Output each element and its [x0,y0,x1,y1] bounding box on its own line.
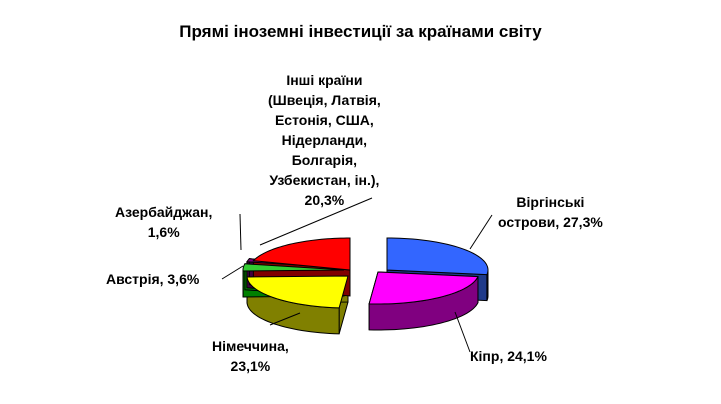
slice-germany [246,275,349,309]
chart-title: Прямі іноземні інвестиції за країнами св… [179,22,542,41]
label-azerbaijan: Азербайджан, 1,6% [115,204,213,240]
label-other-countries: Інші країни (Швеція, Латвія, Естонія, СШ… [268,72,381,208]
slice-cyprus [368,271,479,305]
label-austria: Австрія, 3,6% [106,271,200,287]
leader-line-other-countries [259,197,373,246]
slice-virgin-islands [386,237,489,276]
leader-line-germany [269,312,301,326]
label-germany: Німеччина, 23,1% [212,338,289,374]
leader-line-azerbaijan [239,213,242,251]
leader-line-austria [221,265,244,280]
label-cyprus: Кіпр, 24,1% [470,348,547,364]
slice-austria [242,263,345,272]
leader-line-virgin-islands [469,214,493,250]
label-virgin-islands: Віргінські острови, 27,3% [498,194,603,230]
slice-other-countries [252,237,351,271]
leader-line-cyprus [454,311,471,353]
